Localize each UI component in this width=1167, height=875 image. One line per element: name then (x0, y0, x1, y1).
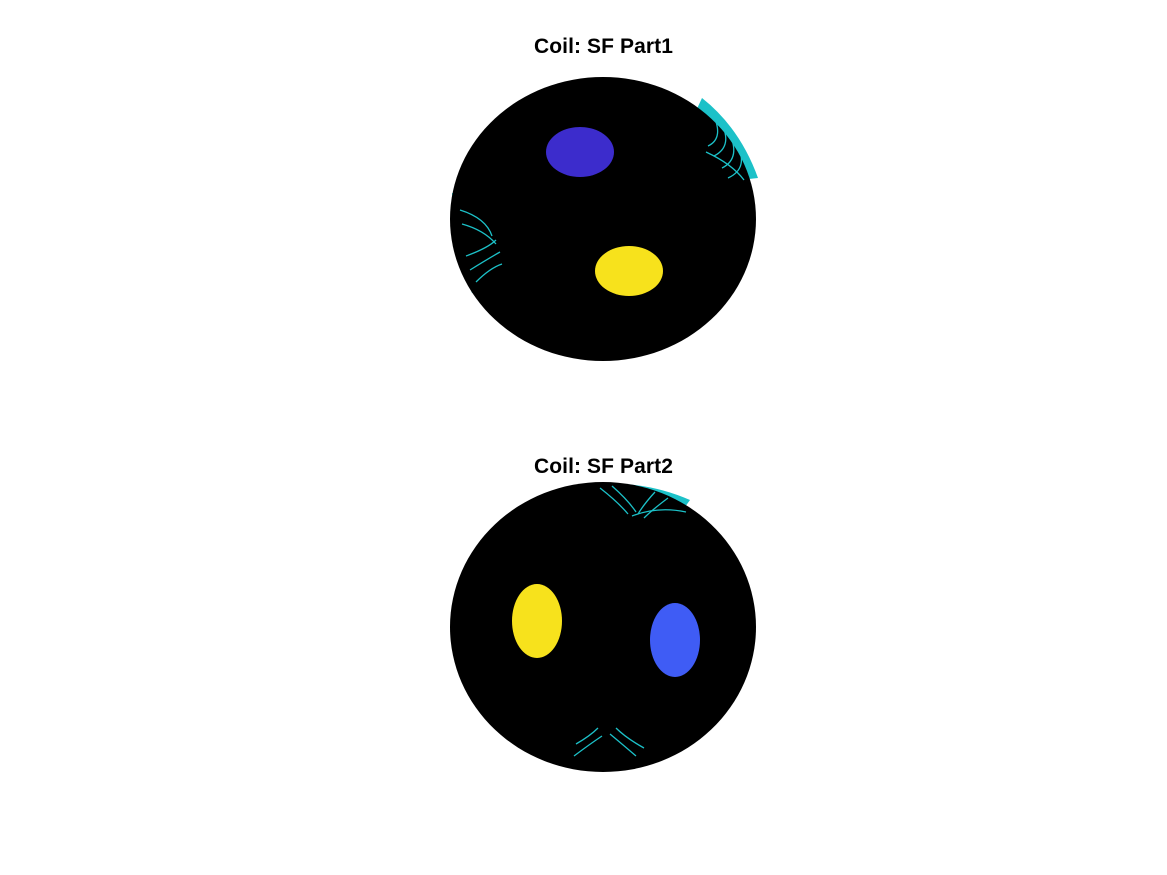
contour-lines-bottom (573, 727, 645, 757)
coil-sphere-part2 (450, 482, 756, 772)
negative-lobe (546, 127, 614, 177)
positive-lobe (595, 246, 663, 296)
contour-lines-upper-right (705, 111, 745, 181)
negative-lobe (650, 603, 700, 677)
plot-title-part1: Coil: SF Part1 (533, 35, 674, 58)
coil-sphere-part1 (450, 77, 758, 361)
sphere-body (450, 77, 756, 361)
sphere-body (450, 482, 756, 772)
plot-title-part2: Coil: SF Part2 (533, 455, 674, 478)
coil-plot-part2: Coil: SF Part2 (0, 420, 1167, 875)
contour-lines-left (459, 209, 503, 283)
contour-lines-top (599, 485, 687, 519)
coil-plot-part1: Coil: SF Part1 (0, 0, 1167, 420)
positive-lobe (512, 584, 562, 658)
